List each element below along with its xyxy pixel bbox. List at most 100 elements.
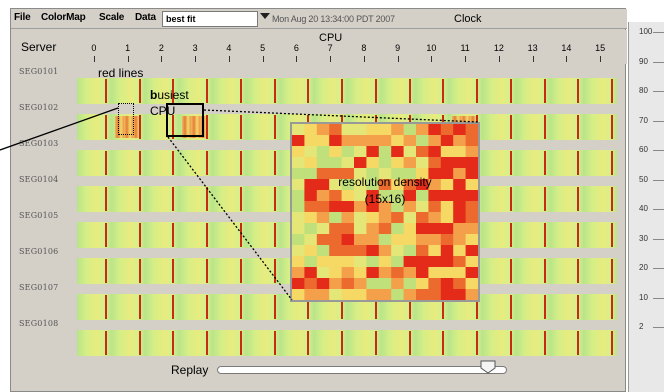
zoom-cell bbox=[329, 289, 343, 300]
zoom-cell bbox=[341, 289, 355, 300]
zoom-cell bbox=[354, 157, 367, 169]
zoom-cell bbox=[316, 135, 330, 147]
zoom-cell bbox=[403, 124, 417, 136]
cpu-red-line bbox=[611, 223, 613, 247]
cpu-red-line bbox=[509, 115, 512, 139]
zoom-cell bbox=[428, 256, 442, 268]
cpu-red-line bbox=[138, 79, 141, 103]
zoom-cell bbox=[354, 168, 367, 180]
cpu-red-line bbox=[577, 331, 580, 355]
zoom-cell bbox=[416, 256, 429, 268]
scale-tick bbox=[653, 327, 664, 328]
zoom-cell bbox=[366, 289, 380, 300]
scale-tick bbox=[653, 238, 664, 240]
cpu-red-line bbox=[273, 331, 276, 355]
zoom-cell bbox=[440, 201, 454, 213]
timestamp: Mon Aug 20 13:34:00 PDT 2007 bbox=[272, 14, 395, 24]
menu-scale[interactable]: Scale bbox=[99, 12, 125, 23]
zoom-cell bbox=[403, 234, 417, 246]
cpu-tick-mark bbox=[498, 56, 500, 62]
cpu-red-line bbox=[138, 331, 141, 355]
chevron-down-icon[interactable] bbox=[260, 13, 270, 19]
zoom-cell bbox=[354, 212, 367, 224]
zoom-cell bbox=[378, 146, 392, 158]
menu-colormap[interactable]: ColorMap bbox=[41, 12, 86, 23]
cpu-red-line bbox=[206, 295, 208, 319]
zoom-cell bbox=[316, 146, 330, 158]
menu-file[interactable]: File bbox=[14, 12, 31, 23]
server-cpu-strip[interactable] bbox=[77, 330, 617, 356]
zoom-cell bbox=[428, 146, 442, 158]
replay-slider-thumb[interactable] bbox=[480, 360, 496, 374]
zoom-cell bbox=[292, 256, 305, 268]
menu-data[interactable]: Data bbox=[135, 12, 156, 23]
cpu-red-line bbox=[104, 115, 107, 139]
cpu-red-line bbox=[509, 223, 512, 247]
zoom-cell bbox=[316, 168, 330, 180]
zoom-cell bbox=[354, 245, 367, 257]
cpu-red-line bbox=[611, 331, 613, 355]
zoom-cell bbox=[316, 179, 330, 191]
zoom-cell bbox=[378, 135, 392, 147]
zoom-cell bbox=[403, 146, 417, 158]
cpu-red-line bbox=[273, 79, 276, 103]
zoom-cell bbox=[465, 157, 478, 169]
zoom-cell bbox=[378, 212, 392, 224]
zoom-cell bbox=[391, 124, 405, 136]
zoom-cell bbox=[354, 256, 367, 268]
zoom-cell bbox=[366, 267, 380, 279]
cpu-red-line bbox=[543, 259, 546, 283]
zoom-cell bbox=[465, 256, 478, 268]
cpu-tick-mark bbox=[195, 56, 197, 62]
zoom-cell bbox=[316, 256, 330, 268]
zoom-cell bbox=[391, 201, 405, 213]
zoom-cell bbox=[292, 190, 305, 202]
scale-label: 90 bbox=[639, 56, 648, 66]
cpu-tick-label: 13 bbox=[527, 43, 538, 53]
cpu-red-line bbox=[577, 295, 580, 319]
zoom-cell bbox=[354, 179, 367, 191]
scale-tick bbox=[653, 209, 664, 210]
zoom-cell bbox=[465, 234, 478, 246]
busy-cpu-cell bbox=[114, 116, 141, 138]
cpu-tick-mark bbox=[93, 56, 95, 62]
cpu-red-line bbox=[307, 331, 310, 355]
red-lines-annotation: red lines bbox=[98, 66, 144, 80]
zoom-cell bbox=[304, 190, 318, 202]
zoom-cell bbox=[378, 190, 392, 202]
cpu-red-line bbox=[273, 151, 276, 175]
cpu-red-line bbox=[206, 151, 208, 175]
fit-mode-combo[interactable]: best fit bbox=[162, 11, 258, 27]
scale-tick bbox=[653, 297, 664, 299]
zoom-cell bbox=[329, 146, 343, 158]
zoom-cell bbox=[416, 278, 429, 290]
zoom-cell bbox=[341, 267, 355, 279]
zoom-cell bbox=[440, 168, 454, 180]
zoom-cell bbox=[304, 179, 318, 191]
zoom-cell bbox=[440, 190, 454, 202]
zoom-cell bbox=[354, 278, 367, 290]
zoom-cell bbox=[366, 168, 380, 180]
zoom-cell bbox=[341, 256, 355, 268]
cpu-red-line bbox=[206, 79, 208, 103]
zoom-cell bbox=[403, 223, 417, 235]
red-lines-highlight bbox=[118, 103, 134, 135]
zoom-cell bbox=[428, 234, 442, 246]
column-header: Server CPU 0 1 2 3 4 5 6 7 8 9 10 11 12 13 14 15 bbox=[11, 30, 627, 64]
cpu-red-line bbox=[577, 187, 580, 211]
zoom-cell bbox=[428, 223, 442, 235]
cpu-tick-mark bbox=[330, 56, 332, 62]
cpu-red-line bbox=[442, 295, 445, 319]
replay-slider[interactable] bbox=[217, 366, 507, 374]
zoom-cell bbox=[316, 278, 330, 290]
zoom-cell bbox=[416, 168, 429, 180]
zoom-cell bbox=[440, 146, 454, 158]
server-cpu-strip[interactable] bbox=[77, 78, 617, 104]
zoom-cell bbox=[465, 190, 478, 202]
cpu-red-line bbox=[104, 223, 107, 247]
zoom-cell bbox=[341, 146, 355, 158]
zoom-cell bbox=[453, 168, 467, 180]
cpu-red-line bbox=[341, 331, 343, 355]
scale-tick bbox=[653, 32, 664, 33]
zoom-cell bbox=[391, 267, 405, 279]
